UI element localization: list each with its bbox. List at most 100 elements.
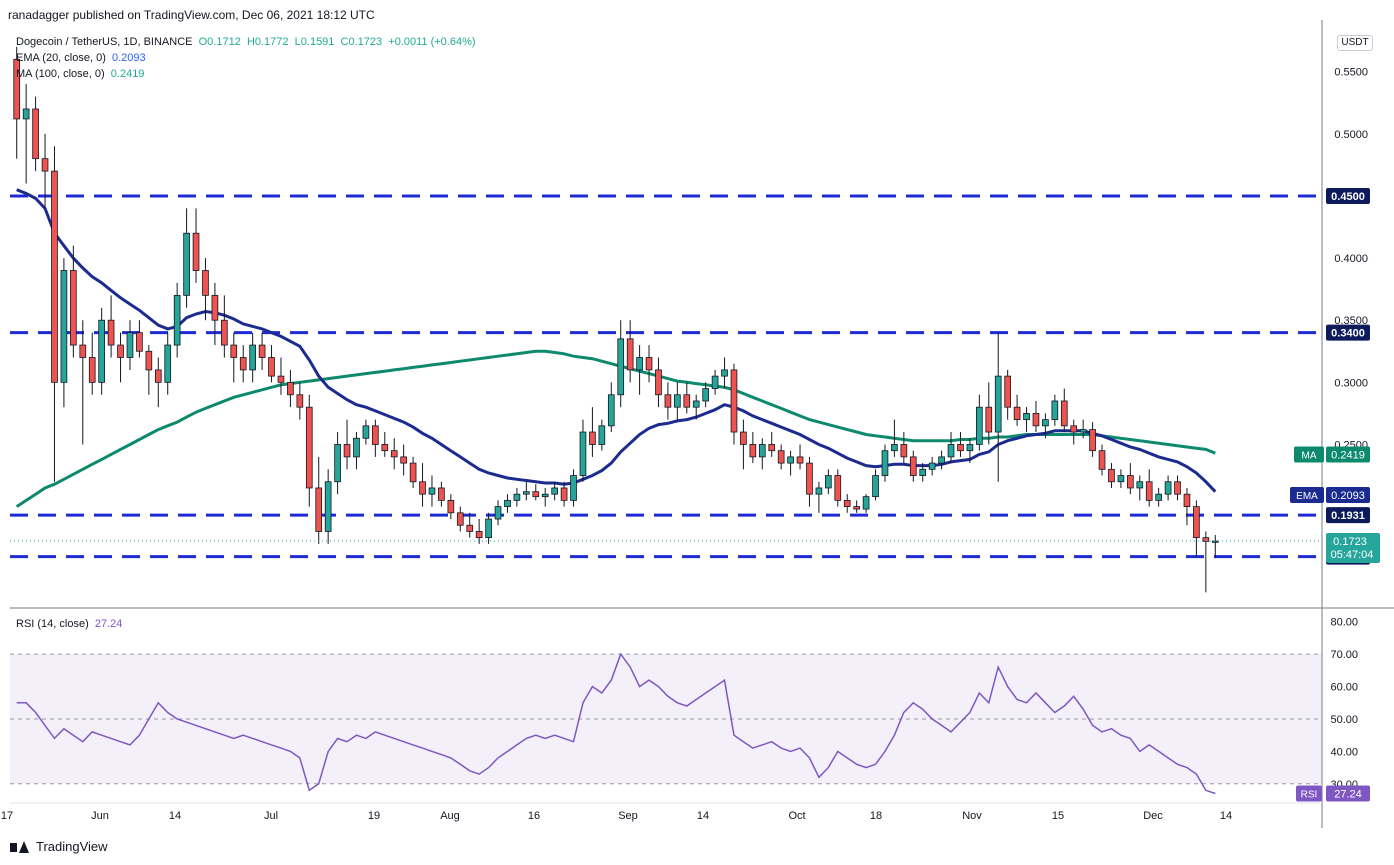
candle-body	[834, 475, 842, 501]
candle-body	[1145, 481, 1153, 501]
price-tick-label: 0.3500	[1334, 315, 1368, 327]
rsi-value-tag	[1326, 785, 1370, 802]
candle-body	[1098, 450, 1106, 470]
time-tick-label: 19	[368, 810, 380, 822]
candle-body	[1023, 413, 1030, 421]
candle-body	[598, 425, 606, 445]
candle-body	[523, 491, 530, 495]
candle-body	[447, 499, 455, 514]
rsi-line	[16, 652, 1216, 795]
candle-body	[532, 491, 540, 498]
time-tick-label: Sep	[618, 810, 638, 822]
candle-body	[541, 493, 549, 498]
candle-body	[579, 431, 587, 476]
level-price-tag	[1326, 187, 1370, 204]
countdown-label: 05:47:04	[1331, 549, 1374, 561]
candle-body	[13, 58, 21, 120]
candle-body	[202, 270, 209, 296]
candle-body	[277, 375, 285, 383]
ma-tag-label: MA	[1302, 451, 1317, 462]
symbol-name: Dogecoin / TetherUS, 1D, BINANCE	[16, 36, 193, 48]
candle-body	[655, 369, 662, 396]
ema-legend-label: EMA (20, close, 0)	[16, 52, 106, 64]
candle-body	[645, 357, 653, 371]
candle-body	[466, 524, 474, 532]
candle-body	[1089, 429, 1096, 452]
candle-body	[825, 475, 832, 489]
candle-body	[41, 158, 49, 172]
candle-body	[853, 506, 860, 510]
time-tick-label: 17	[1, 810, 13, 822]
time-tick-label: Dec	[1143, 810, 1163, 822]
candle-body	[372, 425, 379, 445]
candle-body	[1070, 425, 1078, 433]
last-price-tag	[1326, 533, 1380, 564]
candle-body	[872, 475, 879, 498]
price-tick-label: 0.5000	[1334, 129, 1368, 141]
ema-tag-box	[1290, 487, 1324, 504]
candle-body	[891, 444, 898, 452]
candle-body	[938, 456, 945, 464]
rsi-tick-label: 50.00	[1330, 714, 1358, 726]
candle-body	[1136, 481, 1144, 489]
candle-body	[560, 487, 568, 501]
ema-legend-value: 0.2093	[112, 52, 146, 64]
candle-body	[947, 444, 955, 458]
ohlc-change: +0.0011 (+0.64%)	[388, 36, 476, 48]
candle-body	[183, 232, 190, 296]
level-price-label: 0.1931	[1331, 510, 1365, 522]
time-tick-label: Jun	[91, 810, 109, 822]
candle-body	[862, 496, 870, 510]
candle-body	[211, 294, 219, 321]
candle-body	[1051, 400, 1059, 421]
rsi-legend-value: 27.24	[94, 618, 123, 630]
ma-legend-value: 0.2419	[110, 68, 145, 80]
ema-tag-label: EMA	[1296, 491, 1318, 502]
candle-body	[419, 481, 426, 495]
candle-body	[957, 444, 964, 452]
currency-selector[interactable]: USDT	[1337, 35, 1373, 51]
candle-body	[589, 431, 596, 445]
candle-body	[1193, 506, 1200, 539]
candle-body	[334, 444, 341, 483]
time-tick-label: Aug	[440, 810, 460, 822]
candle-body	[315, 487, 323, 532]
publisher-credit: ranadagger published on TradingView.com,…	[8, 8, 375, 22]
candle-body	[494, 506, 502, 520]
candle-body	[843, 499, 851, 507]
candle-body	[749, 444, 757, 458]
time-tick-label: Oct	[788, 810, 805, 822]
price-tick-label: 0.5500	[1334, 67, 1368, 79]
candle-body	[730, 369, 738, 433]
candle-body	[815, 487, 823, 495]
candle-body	[239, 357, 247, 371]
ma-legend: MA (100, close, 0) 0.2419	[16, 68, 144, 80]
rsi-legend: RSI (14, close) 27.24	[16, 618, 122, 630]
rsi-tick-label: 60.00	[1330, 682, 1358, 694]
candle-body	[136, 332, 143, 352]
time-tick-label: 14	[697, 810, 709, 822]
candle-body	[1174, 481, 1181, 495]
candle-body	[570, 475, 577, 501]
time-tick-label: 14	[169, 810, 181, 822]
candle-body	[796, 456, 804, 464]
candle-body	[787, 456, 794, 464]
candle-body	[173, 294, 181, 346]
candle-body	[806, 462, 813, 495]
candle-body	[1202, 537, 1210, 542]
price-tick-label: 0.3000	[1334, 377, 1368, 389]
candle-body	[287, 381, 294, 396]
level-price-label: 0.3400	[1331, 328, 1365, 340]
candle-body	[51, 170, 58, 383]
ema-price-label: 0.2093	[1331, 490, 1365, 502]
candle-body	[362, 425, 370, 439]
ma-tag-box	[1294, 446, 1324, 463]
ohlc-close: C0.1723	[340, 36, 383, 48]
ma-legend-label: MA (100, close, 0)	[16, 68, 105, 80]
ma100-line	[15, 349, 1216, 508]
candle-body	[740, 431, 747, 445]
candle-body	[513, 493, 521, 501]
rsi-value-label: 27.24	[1334, 789, 1362, 801]
ma-price-label: 0.2419	[1331, 450, 1365, 462]
